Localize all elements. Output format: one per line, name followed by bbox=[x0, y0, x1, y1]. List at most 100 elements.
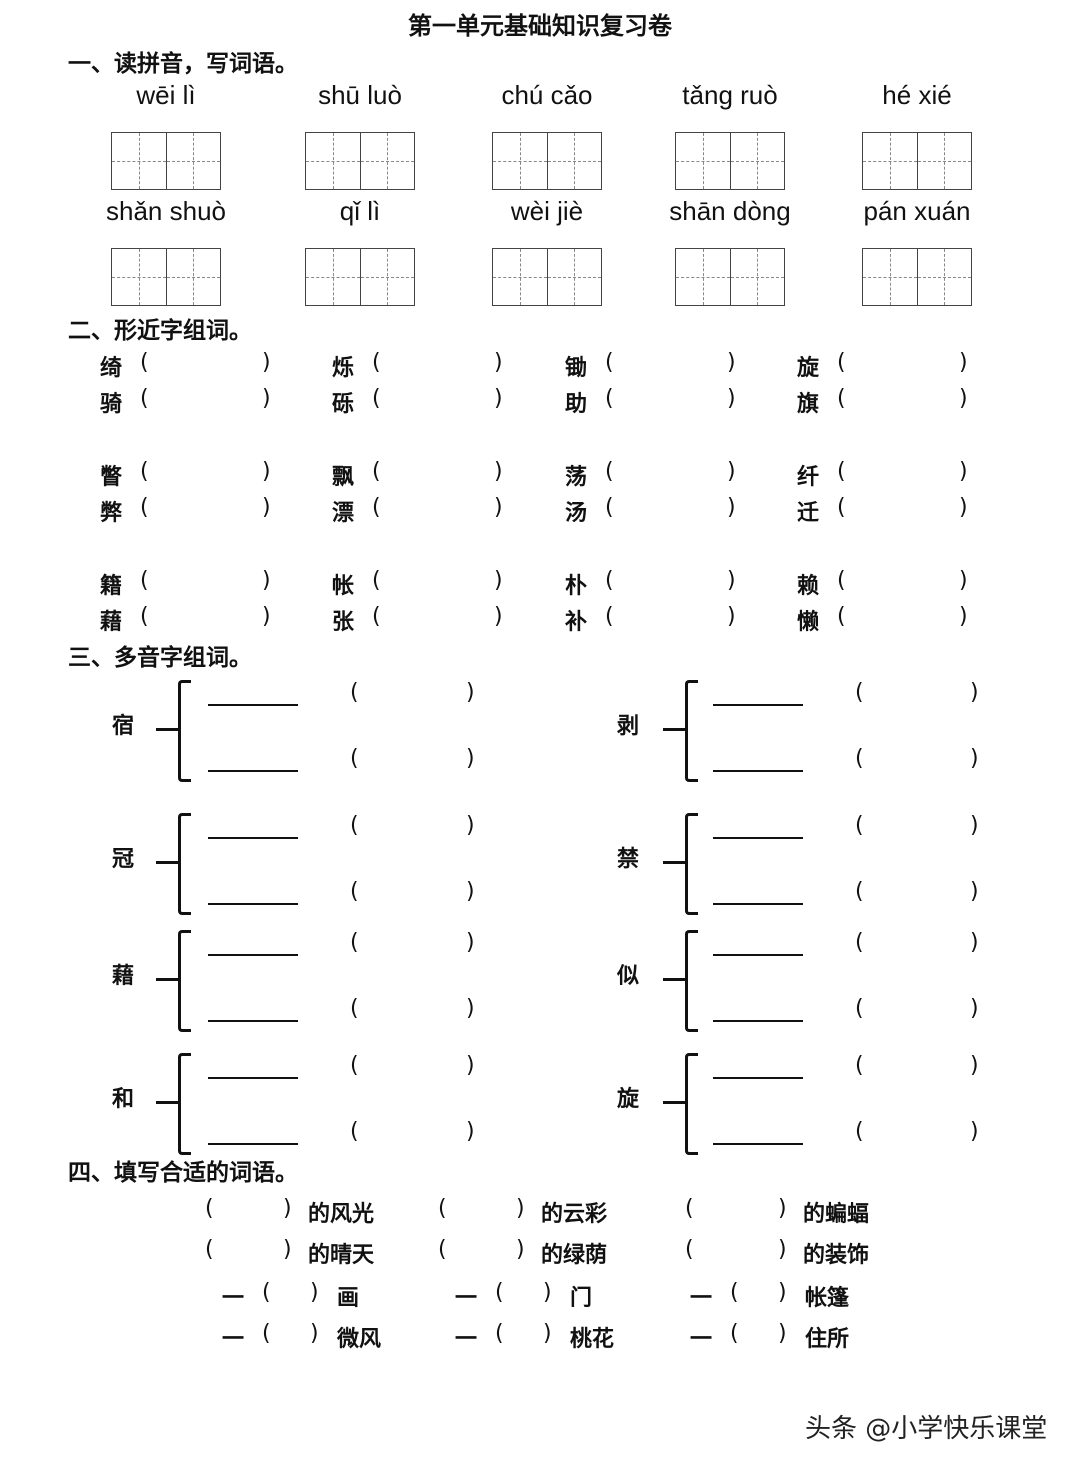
answer-close-paren[interactable]: ) bbox=[262, 386, 271, 411]
fill-close-paren[interactable]: ) bbox=[516, 1237, 525, 1262]
pinyin-open-paren[interactable]: ( bbox=[855, 813, 864, 838]
answer-open-paren[interactable]: ( bbox=[372, 459, 381, 484]
pinyin-close-paren[interactable]: ) bbox=[466, 879, 475, 904]
fill-close-paren[interactable]: ) bbox=[516, 1196, 525, 1221]
answer-close-paren[interactable]: ) bbox=[494, 350, 503, 375]
answer-open-paren[interactable]: ( bbox=[605, 604, 614, 629]
writing-grid[interactable] bbox=[305, 248, 415, 306]
writing-grid[interactable] bbox=[675, 248, 785, 306]
fill-open-paren[interactable]: ( bbox=[438, 1196, 447, 1221]
answer-close-paren[interactable]: ) bbox=[727, 386, 736, 411]
answer-close-paren[interactable]: ) bbox=[727, 350, 736, 375]
answer-close-paren[interactable]: ) bbox=[262, 568, 271, 593]
grid-cell[interactable] bbox=[676, 249, 731, 305]
measure-close-paren[interactable]: ) bbox=[778, 1280, 787, 1305]
answer-close-paren[interactable]: ) bbox=[959, 495, 968, 520]
answer-close-paren[interactable]: ) bbox=[494, 386, 503, 411]
writing-grid[interactable] bbox=[492, 132, 602, 190]
answer-blank[interactable] bbox=[208, 770, 298, 772]
answer-open-paren[interactable]: ( bbox=[140, 604, 149, 629]
grid-cell[interactable] bbox=[863, 249, 918, 305]
answer-close-paren[interactable]: ) bbox=[959, 386, 968, 411]
pinyin-close-paren[interactable]: ) bbox=[466, 680, 475, 705]
pinyin-close-paren[interactable]: ) bbox=[466, 813, 475, 838]
answer-open-paren[interactable]: ( bbox=[605, 386, 614, 411]
answer-close-paren[interactable]: ) bbox=[262, 350, 271, 375]
measure-open-paren[interactable]: ( bbox=[495, 1321, 504, 1346]
answer-open-paren[interactable]: ( bbox=[837, 386, 846, 411]
pinyin-close-paren[interactable]: ) bbox=[466, 1053, 475, 1078]
answer-blank[interactable] bbox=[208, 954, 298, 956]
measure-open-paren[interactable]: ( bbox=[262, 1280, 271, 1305]
answer-close-paren[interactable]: ) bbox=[727, 568, 736, 593]
pinyin-open-paren[interactable]: ( bbox=[350, 930, 359, 955]
grid-cell[interactable] bbox=[676, 133, 731, 189]
answer-blank[interactable] bbox=[713, 1020, 803, 1022]
grid-cell[interactable] bbox=[547, 249, 602, 305]
grid-cell[interactable] bbox=[493, 133, 548, 189]
pinyin-close-paren[interactable]: ) bbox=[970, 1053, 979, 1078]
answer-open-paren[interactable]: ( bbox=[605, 568, 614, 593]
grid-cell[interactable] bbox=[730, 133, 785, 189]
measure-open-paren[interactable]: ( bbox=[495, 1280, 504, 1305]
answer-open-paren[interactable]: ( bbox=[837, 350, 846, 375]
answer-blank[interactable] bbox=[208, 1020, 298, 1022]
answer-open-paren[interactable]: ( bbox=[605, 459, 614, 484]
measure-close-paren[interactable]: ) bbox=[778, 1321, 787, 1346]
grid-cell[interactable] bbox=[360, 249, 415, 305]
fill-open-paren[interactable]: ( bbox=[205, 1237, 214, 1262]
pinyin-open-paren[interactable]: ( bbox=[350, 680, 359, 705]
answer-close-paren[interactable]: ) bbox=[959, 459, 968, 484]
fill-open-paren[interactable]: ( bbox=[438, 1237, 447, 1262]
answer-open-paren[interactable]: ( bbox=[372, 568, 381, 593]
answer-open-paren[interactable]: ( bbox=[140, 386, 149, 411]
answer-open-paren[interactable]: ( bbox=[837, 459, 846, 484]
grid-cell[interactable] bbox=[730, 249, 785, 305]
pinyin-open-paren[interactable]: ( bbox=[855, 746, 864, 771]
answer-open-paren[interactable]: ( bbox=[605, 350, 614, 375]
pinyin-open-paren[interactable]: ( bbox=[350, 746, 359, 771]
fill-close-paren[interactable]: ) bbox=[283, 1237, 292, 1262]
writing-grid[interactable] bbox=[111, 248, 221, 306]
answer-open-paren[interactable]: ( bbox=[372, 495, 381, 520]
answer-close-paren[interactable]: ) bbox=[727, 495, 736, 520]
pinyin-open-paren[interactable]: ( bbox=[855, 1119, 864, 1144]
answer-blank[interactable] bbox=[713, 1077, 803, 1079]
grid-cell[interactable] bbox=[112, 249, 167, 305]
pinyin-close-paren[interactable]: ) bbox=[970, 1119, 979, 1144]
answer-open-paren[interactable]: ( bbox=[605, 495, 614, 520]
grid-cell[interactable] bbox=[360, 133, 415, 189]
pinyin-open-paren[interactable]: ( bbox=[855, 1053, 864, 1078]
fill-close-paren[interactable]: ) bbox=[283, 1196, 292, 1221]
fill-close-paren[interactable]: ) bbox=[778, 1237, 787, 1262]
grid-cell[interactable] bbox=[493, 249, 548, 305]
pinyin-open-paren[interactable]: ( bbox=[350, 813, 359, 838]
measure-close-paren[interactable]: ) bbox=[543, 1280, 552, 1305]
writing-grid[interactable] bbox=[305, 132, 415, 190]
grid-cell[interactable] bbox=[917, 133, 972, 189]
answer-blank[interactable] bbox=[208, 1143, 298, 1145]
grid-cell[interactable] bbox=[863, 133, 918, 189]
pinyin-close-paren[interactable]: ) bbox=[970, 879, 979, 904]
measure-open-paren[interactable]: ( bbox=[262, 1321, 271, 1346]
answer-blank[interactable] bbox=[713, 837, 803, 839]
answer-close-paren[interactable]: ) bbox=[262, 495, 271, 520]
answer-open-paren[interactable]: ( bbox=[837, 495, 846, 520]
answer-close-paren[interactable]: ) bbox=[494, 459, 503, 484]
grid-cell[interactable] bbox=[166, 249, 221, 305]
answer-blank[interactable] bbox=[713, 1143, 803, 1145]
answer-open-paren[interactable]: ( bbox=[372, 386, 381, 411]
pinyin-open-paren[interactable]: ( bbox=[855, 680, 864, 705]
pinyin-open-paren[interactable]: ( bbox=[350, 1119, 359, 1144]
pinyin-close-paren[interactable]: ) bbox=[466, 930, 475, 955]
answer-blank[interactable] bbox=[208, 837, 298, 839]
measure-close-paren[interactable]: ) bbox=[310, 1321, 319, 1346]
answer-open-paren[interactable]: ( bbox=[140, 350, 149, 375]
pinyin-open-paren[interactable]: ( bbox=[855, 930, 864, 955]
answer-close-paren[interactable]: ) bbox=[262, 459, 271, 484]
measure-close-paren[interactable]: ) bbox=[310, 1280, 319, 1305]
pinyin-close-paren[interactable]: ) bbox=[466, 746, 475, 771]
answer-blank[interactable] bbox=[713, 954, 803, 956]
pinyin-close-paren[interactable]: ) bbox=[466, 1119, 475, 1144]
measure-open-paren[interactable]: ( bbox=[730, 1280, 739, 1305]
